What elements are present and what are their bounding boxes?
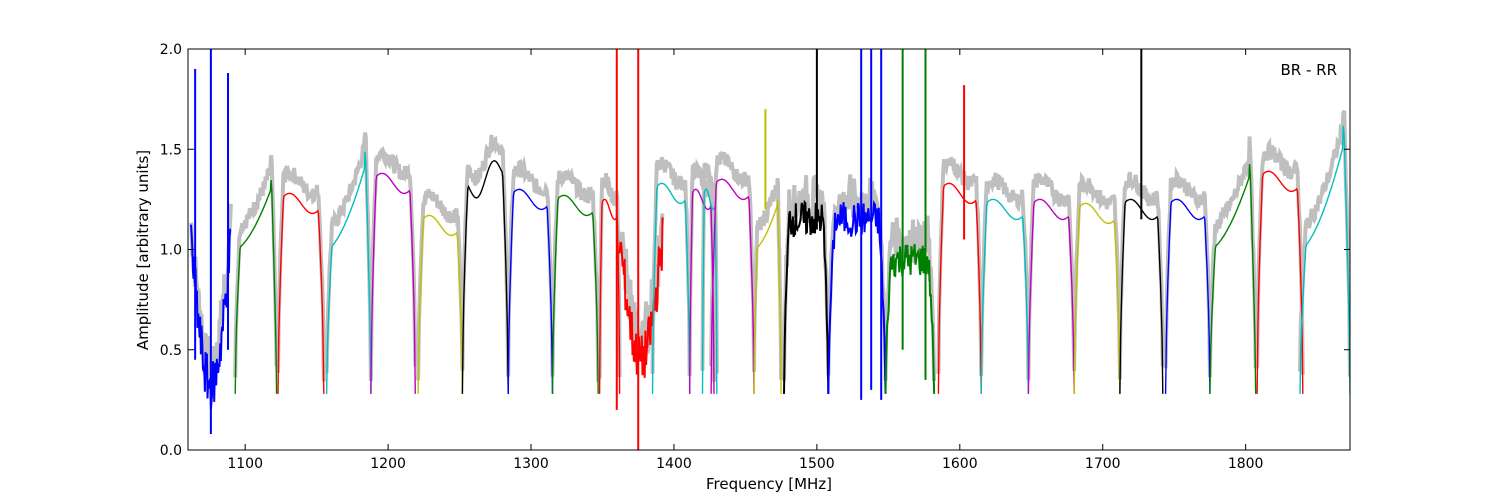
series-band-black [461,160,509,394]
y-tick-label: 0.5 [160,343,182,359]
series-band-red [618,217,664,378]
background-trace [709,150,756,367]
series-band-blue [507,188,554,394]
series-band-cyan [325,151,372,394]
series-band-red [1256,170,1304,394]
series-band-green [551,194,599,394]
background-trace [979,172,1031,381]
y-tick-label: 2.0 [160,42,182,58]
background-trace [276,164,326,382]
series-band-red [277,192,325,394]
background-trace [506,155,555,377]
series-band-cyan [651,182,691,394]
y-axis-label: Amplitude [arbitrary units] [134,150,152,350]
x-tick-label: 1700 [1085,456,1121,472]
series-band-magenta [710,178,755,394]
x-tick-label: 1300 [513,456,549,472]
background-trace-layer [188,110,1350,384]
y-tick-label: 1.0 [160,243,182,259]
x-tick-label: 1800 [1228,456,1264,472]
series-band-cyan [980,198,1030,394]
x-axis: 1100 1200 1300 1400 1500 1600 1700 1800 [227,49,1263,472]
series-band-olive [417,214,464,394]
series-band-olive [1073,202,1121,394]
plot-annotation: BR - RR [1280,61,1337,79]
background-trace [1298,110,1350,377]
background-trace [416,188,465,381]
series-band-black [783,199,830,394]
background-trace [936,156,984,376]
series-band-cyan [701,188,718,394]
series-band-magenta [370,172,416,394]
plot-area [188,49,1350,450]
background-trace [460,134,511,377]
background-trace [368,145,418,377]
series-band-olive [753,199,782,394]
background-trace [1163,166,1212,372]
x-axis-label: Frequency [MHz] [706,475,832,493]
series-band-magenta [689,188,715,394]
background-trace [324,132,373,382]
series-band-green [1209,163,1257,394]
series-layer [189,49,1350,450]
series-band-blue [827,200,887,394]
x-tick-label: 1600 [942,456,978,472]
series-band-green [234,179,278,394]
background-trace [1207,136,1258,378]
background-trace [1072,171,1122,374]
background-trace [752,178,784,380]
background-trace [233,155,279,378]
x-tick-label: 1500 [799,456,835,472]
background-trace [1255,136,1305,375]
x-tick-label: 1200 [370,456,406,472]
series-band-red [937,182,982,394]
series-band-cyan [1299,125,1350,394]
y-axis: 0.0 0.5 1.0 1.5 2.0 [160,42,1350,459]
background-trace [550,167,601,382]
series-band-blue [1164,198,1211,394]
background-trace [687,157,716,382]
series-band-magenta [1027,198,1075,394]
y-tick-label: 1.5 [160,142,182,158]
x-tick-label: 1100 [227,456,263,472]
y-tick-label: 0.0 [160,443,182,459]
background-trace [1026,171,1077,375]
background-trace [650,156,692,376]
x-tick-label: 1400 [656,456,692,472]
